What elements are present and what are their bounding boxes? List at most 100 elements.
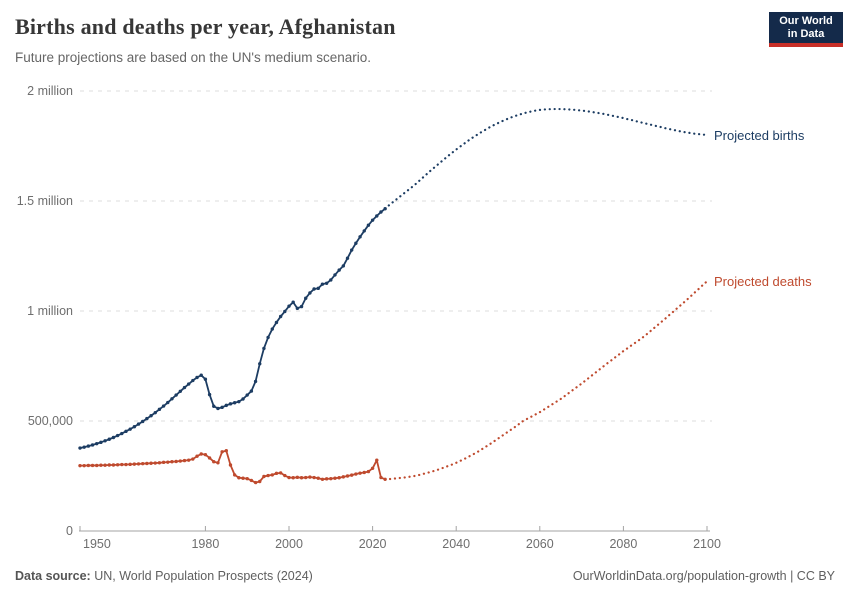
deaths-point [149, 461, 153, 465]
births-point [299, 304, 304, 309]
births-point [191, 378, 195, 383]
deaths-point [191, 457, 195, 461]
births-point [262, 346, 266, 351]
births-point [228, 402, 233, 406]
births-point [345, 256, 350, 260]
births-point [124, 429, 128, 434]
deaths-point [228, 463, 233, 467]
births-point [241, 397, 245, 401]
deaths-point [157, 461, 162, 465]
deaths-point [241, 476, 245, 480]
data-source-value: UN, World Population Prospects (2024) [90, 569, 313, 583]
deaths-point [161, 460, 166, 465]
deaths-point [333, 476, 337, 480]
deaths-point [136, 462, 141, 466]
deaths-point [312, 475, 316, 480]
deaths-point [115, 463, 120, 467]
births-point [358, 235, 362, 239]
births-point [216, 406, 220, 411]
births-point [253, 379, 258, 384]
births-point [174, 393, 178, 397]
births-point [304, 296, 308, 300]
deaths-point [153, 461, 157, 465]
births-point [95, 441, 99, 446]
births-point [136, 422, 141, 426]
births-point [278, 314, 283, 319]
births-point [329, 278, 333, 282]
births-point [270, 327, 274, 331]
births-point [249, 389, 254, 393]
births-point [78, 446, 82, 450]
births-point [366, 223, 371, 227]
births-point [258, 362, 262, 366]
births-point [237, 399, 241, 404]
deaths-point [366, 469, 371, 474]
deaths-point [124, 462, 128, 467]
births-point [141, 419, 145, 424]
deaths-point [283, 473, 287, 478]
births-point [291, 300, 295, 304]
deaths-point [345, 474, 350, 478]
deaths-point [237, 476, 241, 480]
births-point [341, 264, 346, 268]
births-point [283, 309, 287, 314]
births-point [178, 389, 183, 393]
deaths-point [249, 478, 254, 483]
deaths-point [120, 462, 124, 467]
deaths-point [324, 477, 329, 481]
births-point [132, 425, 137, 429]
deaths-point [278, 471, 283, 475]
deaths-point [216, 461, 220, 465]
logo-line2: in Data [787, 27, 825, 40]
births-point [207, 392, 212, 397]
births-point [375, 214, 379, 218]
births-point [274, 320, 279, 325]
deaths-point [308, 475, 312, 479]
births-point [362, 229, 366, 233]
births-point [107, 437, 111, 441]
births-point [232, 401, 237, 405]
births-point [287, 304, 291, 308]
births-point [266, 335, 270, 340]
deaths-point [178, 459, 183, 463]
births-point [245, 393, 249, 397]
deaths-point [379, 475, 383, 480]
births-point [220, 405, 224, 410]
deaths-point [224, 449, 228, 453]
deaths-point [316, 476, 320, 480]
deaths-point [245, 476, 249, 481]
deaths-point [291, 476, 295, 480]
births-point [166, 400, 170, 405]
deaths-point [107, 463, 111, 467]
deaths-point [199, 452, 203, 456]
deaths-point [203, 452, 208, 457]
deaths-point [354, 472, 358, 476]
projected-deaths-label: Projected deaths [714, 274, 812, 290]
births-point [212, 404, 216, 408]
deaths-point [362, 470, 366, 475]
deaths-point [186, 458, 191, 462]
deaths-point [262, 474, 266, 479]
births-point [354, 241, 358, 245]
births-point [186, 382, 191, 386]
births-point [182, 385, 187, 390]
births-point [379, 210, 383, 214]
births-point [128, 427, 132, 431]
deaths-point [170, 460, 174, 464]
births-line-observed [79, 207, 386, 449]
deaths-point [132, 462, 137, 466]
deaths-point [103, 463, 107, 467]
deaths-point [232, 473, 237, 477]
deaths-point [266, 473, 270, 478]
births-point [153, 410, 157, 415]
deaths-point [99, 463, 103, 467]
births-point [120, 431, 124, 436]
deaths-point [182, 458, 187, 463]
deaths-point [78, 463, 82, 468]
births-point [145, 416, 149, 421]
births-point [308, 291, 312, 295]
deaths-point [253, 480, 258, 485]
births-point [161, 404, 166, 408]
